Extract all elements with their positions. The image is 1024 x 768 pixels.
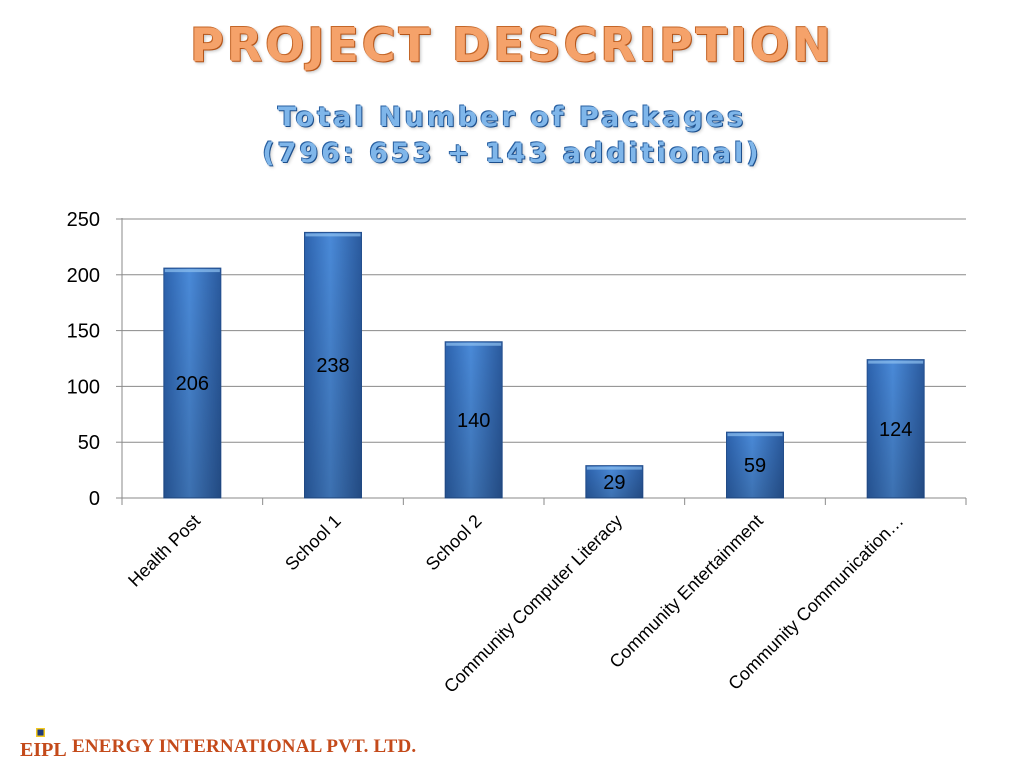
chart-subtitle: Total Number of Packages (796: 653 + 143… (0, 100, 1024, 172)
bar-shade-0 (163, 268, 221, 498)
y-tick-labels: 0 50 100 150 200 250 (67, 209, 100, 510)
bar-top-highlight-3 (586, 466, 642, 470)
axes (116, 218, 967, 505)
data-label: 59 (744, 455, 766, 477)
bar-top-highlight-4 (727, 433, 783, 437)
bar-shade-3 (585, 465, 643, 498)
data-label: 29 (603, 472, 625, 494)
bar-top-highlight-5 (868, 360, 924, 364)
bar-top-highlight-1 (305, 233, 361, 237)
x-tick-label: School 2 (422, 511, 486, 575)
x-tick-label: School 1 (281, 511, 345, 575)
y-tick-label: 250 (67, 209, 100, 231)
bar-chart: 206 238 140 29 59 124 0 50 100 150 200 250 Health … (67, 209, 967, 697)
bar-shade-1 (304, 232, 362, 498)
footer: EIPL ENERGY INTERNATIONAL PVT. LTD. (20, 724, 416, 758)
company-logo: EIPL (20, 728, 67, 758)
data-label: 140 (457, 410, 490, 432)
company-name: ENERGY INTERNATIONAL PVT. LTD. (72, 736, 417, 757)
y-tick-label: 200 (67, 265, 100, 287)
y-tick-label: 50 (78, 432, 100, 454)
y-tick-label: 0 (89, 488, 100, 510)
y-tick-label: 100 (67, 376, 100, 398)
subtitle-line-2: (796: 653 + 143 additional) (262, 138, 762, 169)
data-label: 238 (316, 355, 349, 377)
bar-shade-2 (445, 341, 503, 498)
bar-shade-4 (726, 432, 784, 498)
x-tick-label: Community Entertainment (606, 511, 767, 672)
data-label: 206 (176, 373, 209, 395)
bars (163, 231, 925, 499)
data-label: 124 (879, 419, 912, 441)
bar-shade-5 (867, 359, 925, 498)
slide-title: PROJECT DESCRIPTION (190, 18, 834, 72)
subtitle-line-1: Total Number of Packages (277, 102, 747, 133)
data-labels: 206 238 140 29 59 124 (176, 355, 913, 494)
bar-top-highlight-0 (164, 269, 220, 273)
y-tick-label: 150 (67, 321, 100, 343)
x-tick-label: Health Post (124, 511, 204, 591)
logo-text: EIPL (20, 739, 67, 758)
bar-top-highlight-2 (446, 342, 502, 346)
gridlines (122, 218, 966, 443)
